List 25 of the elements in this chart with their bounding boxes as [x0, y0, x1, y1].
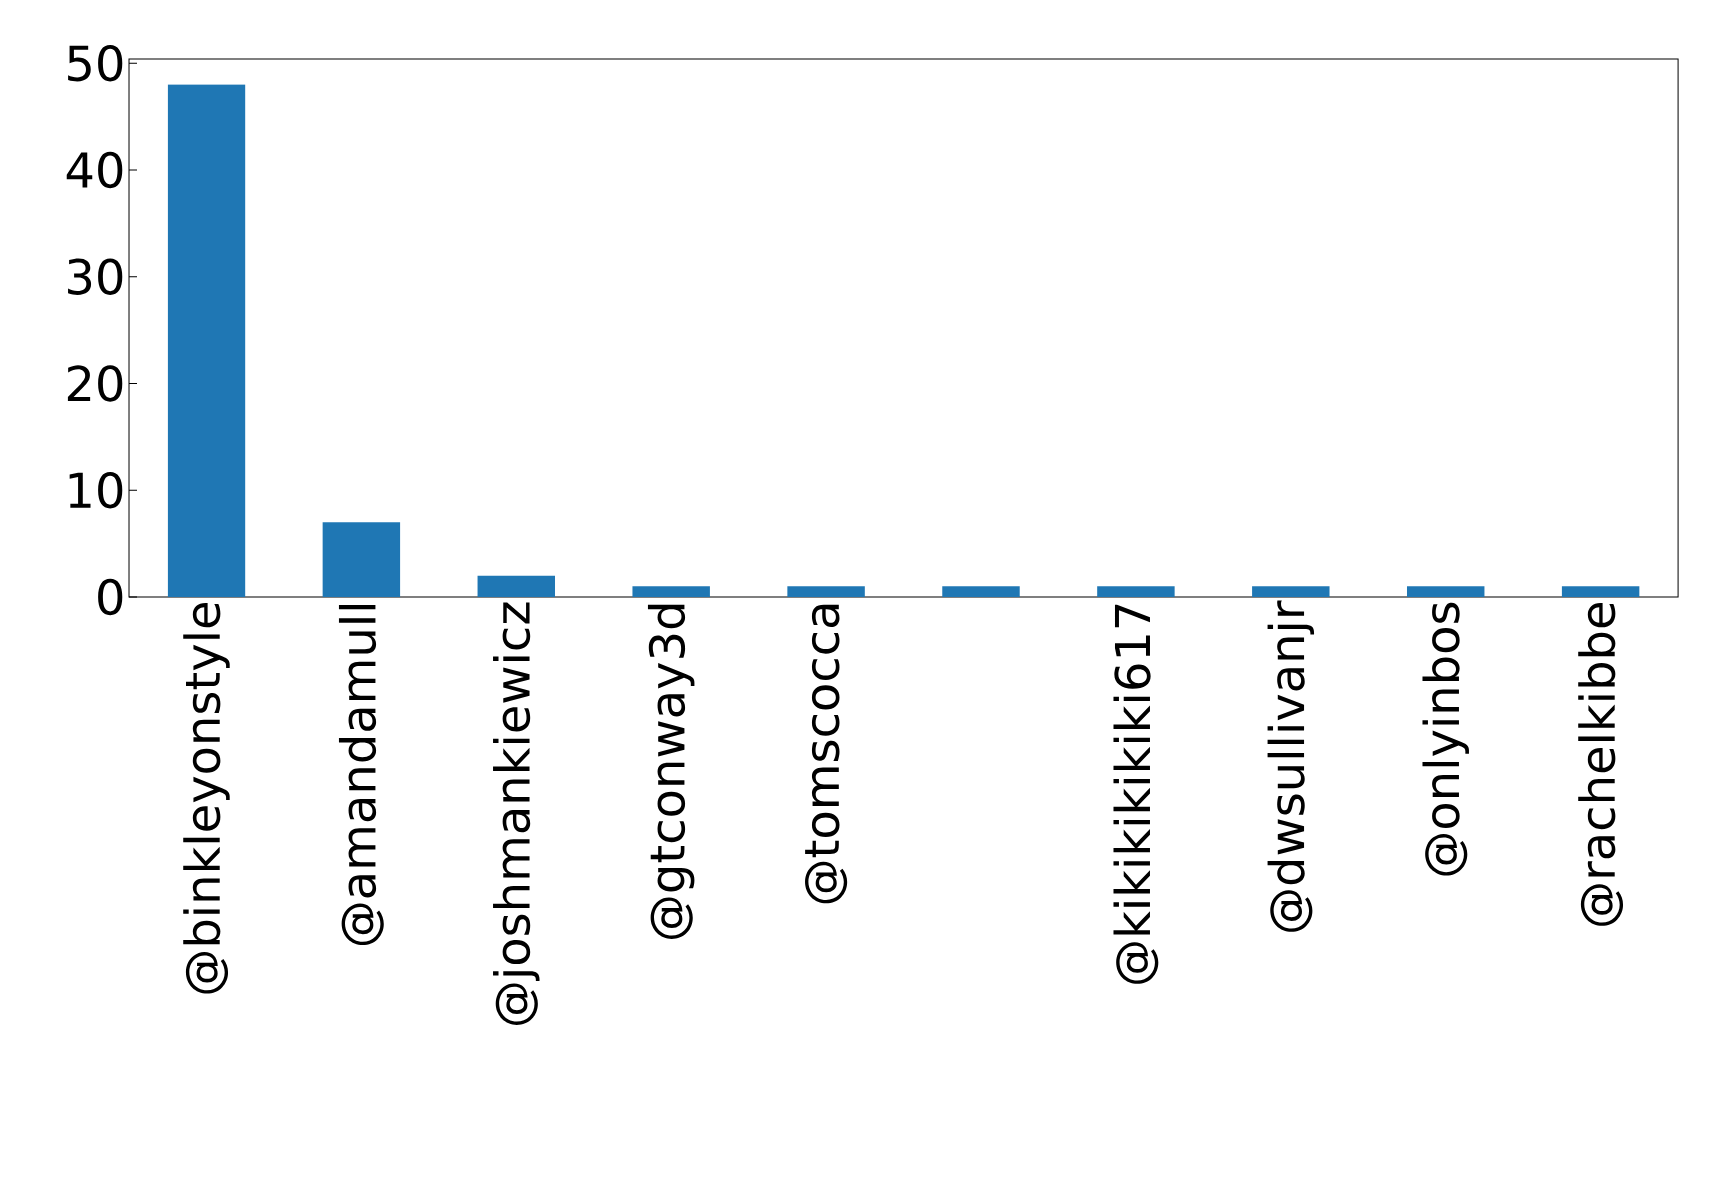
bar [787, 586, 865, 597]
bar [1097, 586, 1175, 597]
y-tick-label: 40 [66, 151, 123, 189]
x-tick-label: @binkleyonstyle [183, 603, 230, 994]
bar [1407, 586, 1485, 597]
x-tick-label: @rachelkibbe [1578, 603, 1624, 926]
bar [1252, 586, 1330, 597]
bar [477, 575, 556, 597]
bar [632, 586, 710, 597]
x-tick-label: @tomscocca [805, 604, 848, 904]
x-tick-label: @dwsullivanjr [1267, 600, 1315, 932]
bar [1561, 586, 1640, 597]
y-tick-label: 10 [69, 472, 123, 509]
y-tick-label: 20 [67, 365, 123, 402]
x-tick-label: @joshmankiewicz [493, 602, 540, 1025]
x-tick-label: @amandamull [338, 604, 384, 946]
x-tick-label: @kikikikikiki617 [1113, 604, 1159, 984]
y-tick-label: 30 [68, 258, 123, 295]
y-tick-label: 50 [68, 45, 123, 82]
y-tick-label: 0 [98, 578, 123, 616]
bar [942, 586, 1020, 597]
bar [322, 522, 401, 597]
x-tick-label: @onlyinbos [1422, 602, 1469, 876]
x-tick-label: @gtconway3d [647, 604, 695, 939]
bar [167, 84, 246, 597]
